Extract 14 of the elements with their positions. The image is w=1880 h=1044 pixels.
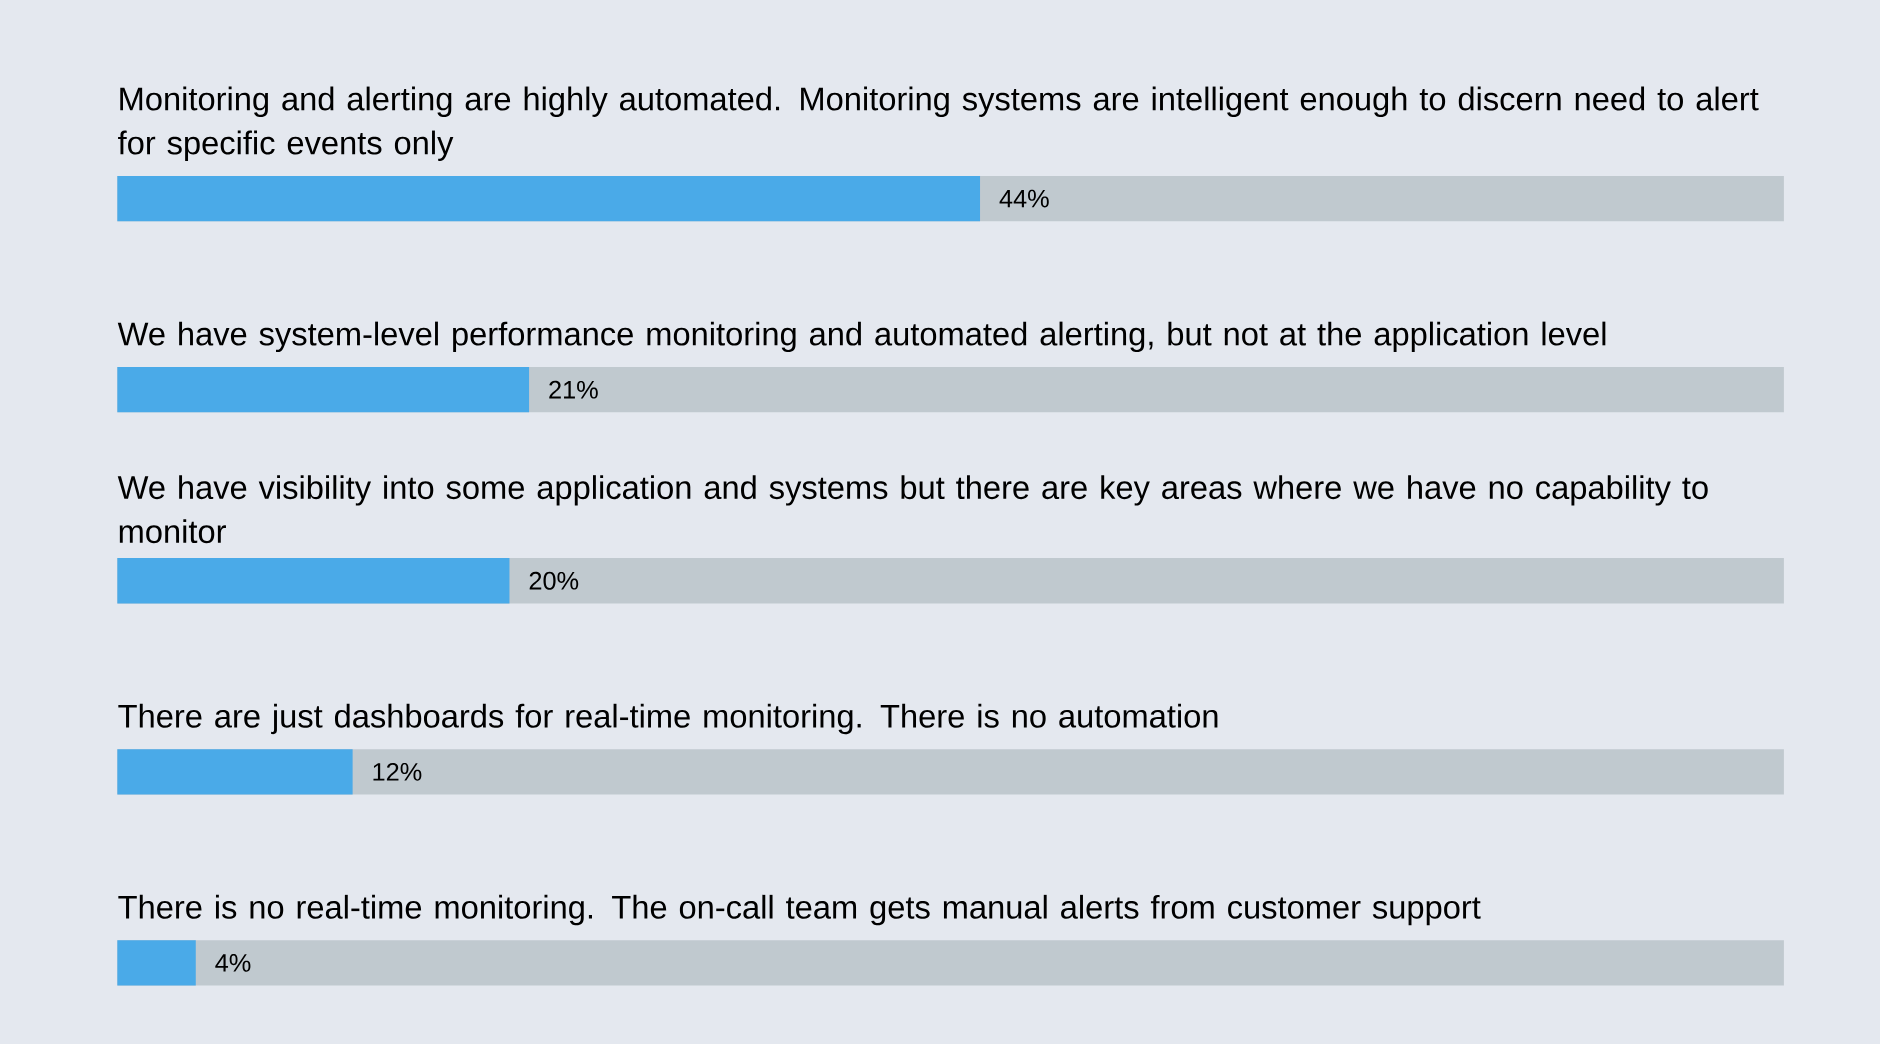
data-label: 12% [373, 762, 422, 781]
data-label: 20% [529, 571, 579, 590]
y-tick-label: We have visibility into some application and systems but there are key areas where we have no capability to monitor [117, 475, 1708, 544]
bar [117, 367, 530, 413]
bar [117, 940, 196, 986]
y-tick-label: There are just dashboards for real-time monitoring. There is no automation [118, 703, 1218, 735]
data-label: 4% [215, 954, 251, 972]
y-tick-label: There is no real-time monitoring. The on-call team gets manual alerts from customer support [118, 894, 1481, 926]
bar [117, 558, 510, 604]
data-label: 21% [549, 380, 598, 399]
data-label: 44% [999, 189, 1049, 208]
y-tick-label: We have system-level performance monitoring and automated alerting, but not at the application level [117, 321, 1606, 353]
bar [117, 749, 353, 795]
y-tick-label: Monitoring and alerting are highly automated. Monitoring systems are intelligent enough to discern need to alert for specific events only [118, 86, 1759, 162]
